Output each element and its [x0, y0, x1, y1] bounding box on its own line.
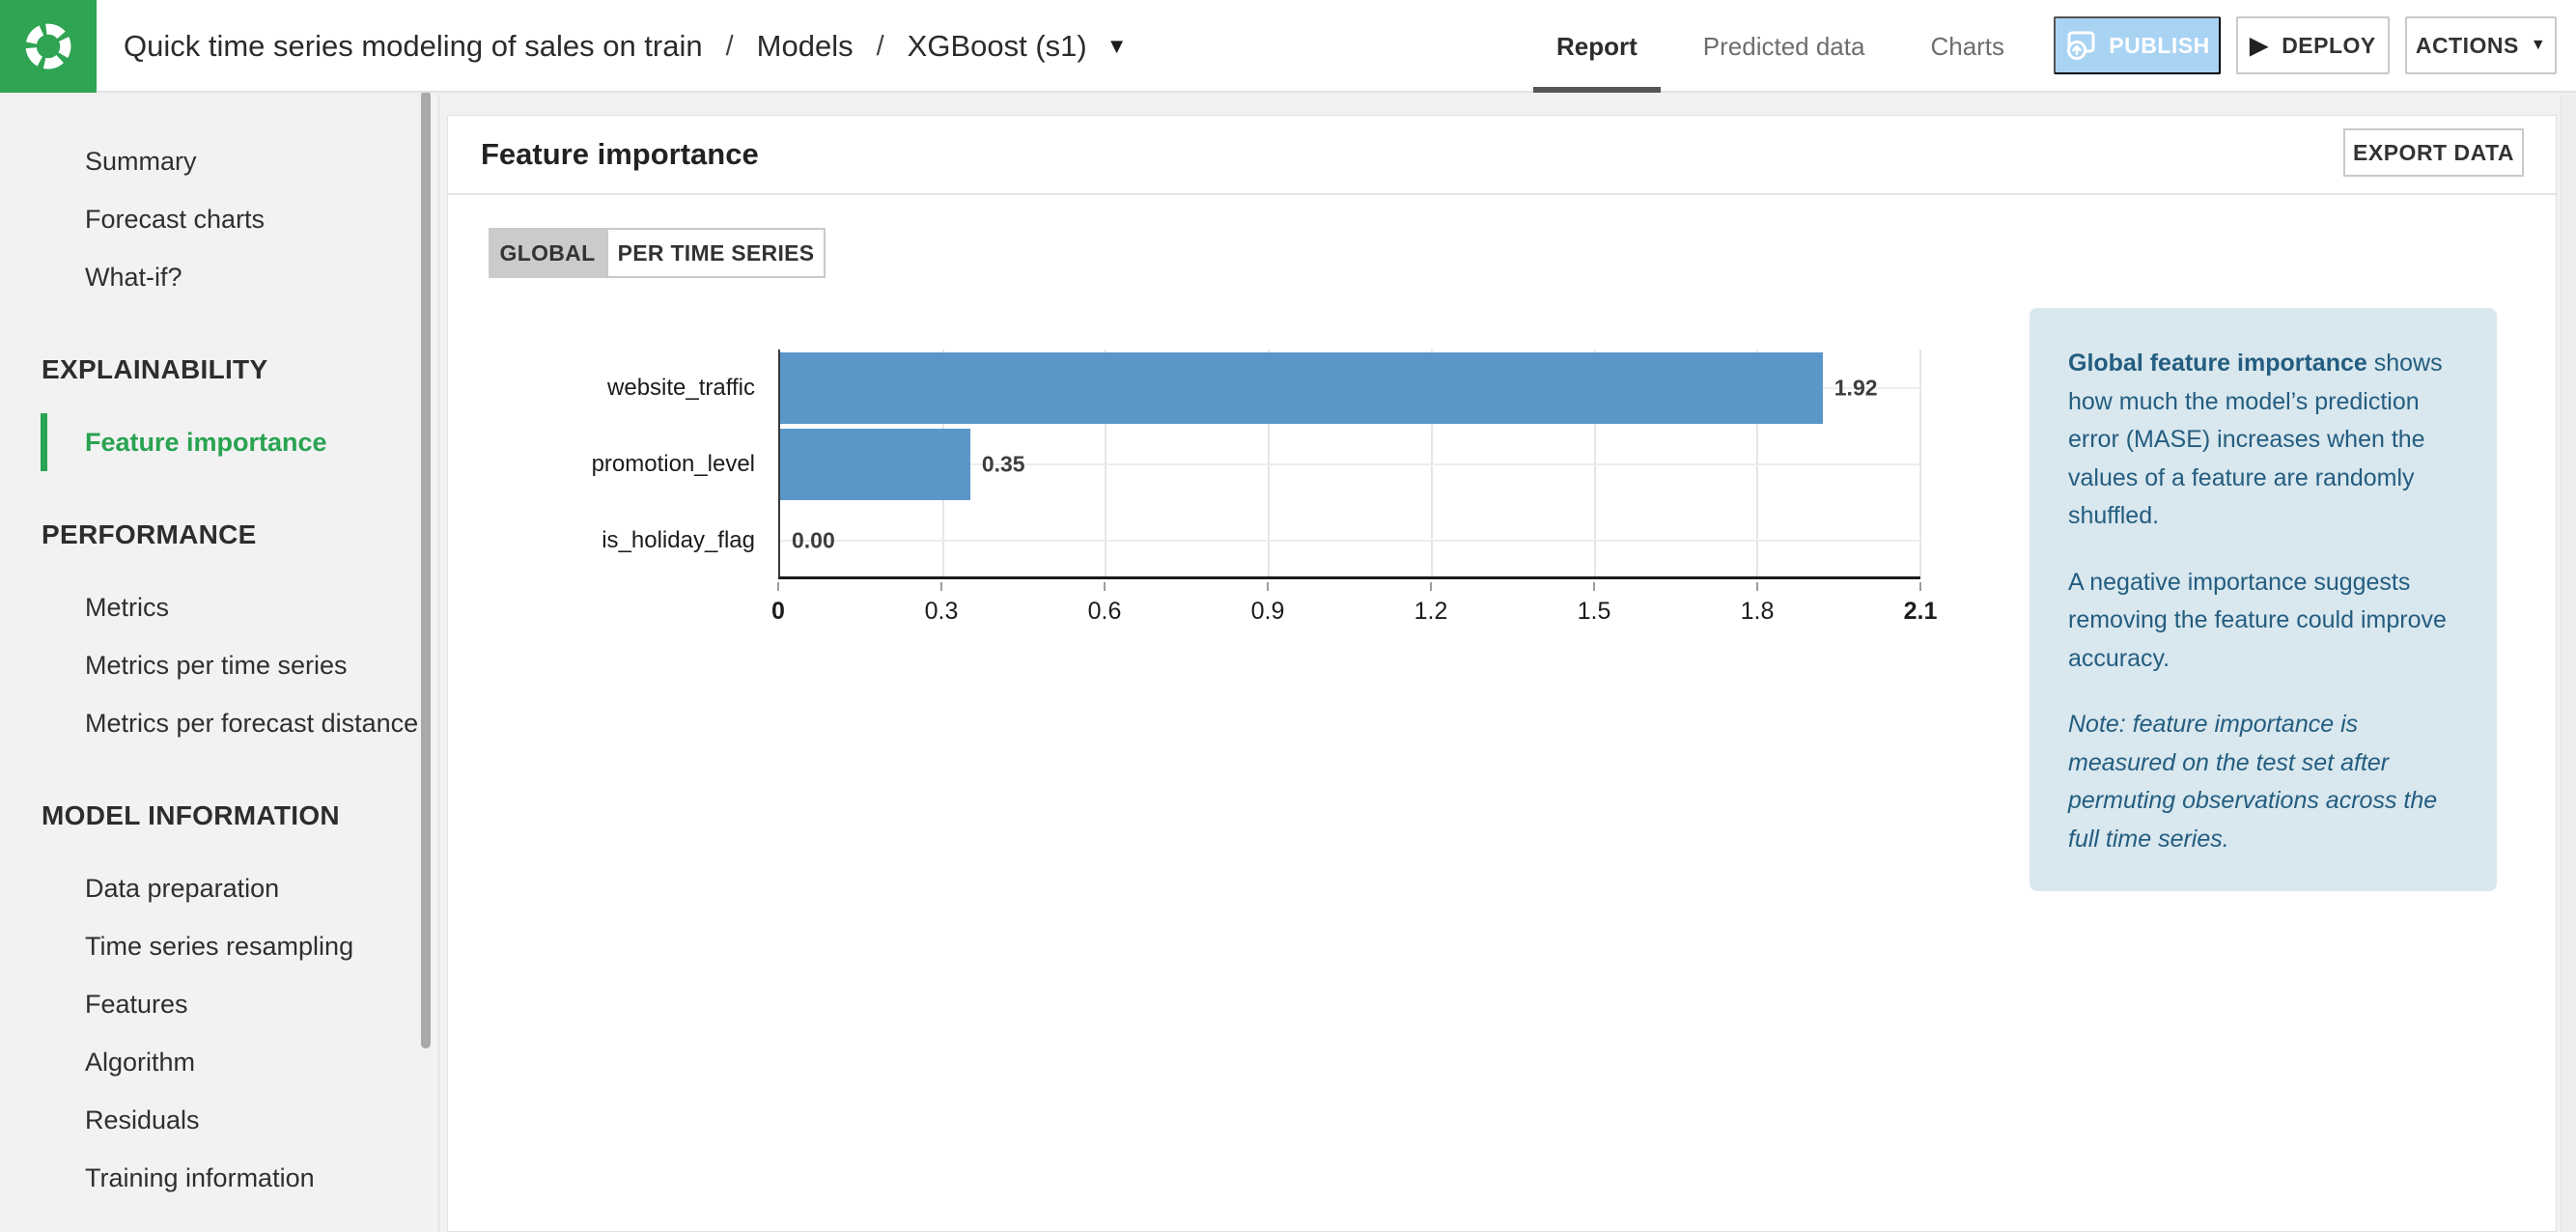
x-tick-mark — [1103, 582, 1106, 591]
sidebar-section-model-information: MODEL INFORMATION — [42, 800, 340, 830]
bar-value-promotion_level: 0.35 — [981, 451, 1025, 477]
x-tick-mark — [939, 582, 942, 591]
category-label-promotion_level: promotion_level — [591, 451, 755, 477]
sidebar-item-data-preparation[interactable]: Data preparation — [85, 874, 280, 903]
actions-button-label: ACTIONS — [2415, 32, 2519, 58]
sidebar-item-algorithm[interactable]: Algorithm — [85, 1048, 196, 1077]
gridline-vertical — [1430, 350, 1433, 576]
sidebar-scrollbar[interactable] — [421, 91, 431, 1049]
explanation-info-box: Global feature importance shows how much… — [2030, 308, 2497, 891]
deploy-button[interactable]: ▶ DEPLOY — [2236, 16, 2390, 74]
category-label-website_traffic: website_traffic — [607, 374, 755, 401]
toggle-global[interactable]: GLOBAL — [489, 228, 606, 278]
sidebar-section-explainability: EXPLAINABILITY — [42, 354, 268, 384]
gridline-vertical — [1919, 350, 1921, 576]
breadcrumb-model-name[interactable]: XGBoost (s1) — [907, 29, 1087, 63]
sidebar-item-time-series-resampling[interactable]: Time series resampling — [85, 932, 354, 961]
x-tick-label: 0.9 — [1250, 598, 1285, 625]
gridline-vertical — [1593, 350, 1596, 576]
x-tick-label: 1.8 — [1740, 598, 1775, 625]
sidebar-section-performance: PERFORMANCE — [42, 519, 257, 549]
sidebar-item-forecast-charts[interactable]: Forecast charts — [85, 205, 266, 234]
window-scrollbar-track[interactable] — [2561, 95, 2576, 1232]
publish-icon — [2067, 31, 2095, 60]
feature-importance-chart: 1.92 0.35 0.00 — [778, 350, 1921, 579]
bar-website_traffic — [780, 351, 1823, 424]
breadcrumb-separator: / — [725, 30, 734, 62]
x-tick-label: 1.5 — [1577, 598, 1611, 625]
info-bold-lead: Global feature importance — [2068, 350, 2367, 377]
tab-predicted-data[interactable]: Predicted data — [1702, 31, 1865, 61]
x-tick-label: 0.3 — [924, 598, 959, 625]
sidebar-item-residuals[interactable]: Residuals — [85, 1106, 200, 1134]
x-tick-mark — [1267, 582, 1269, 591]
x-tick-mark — [777, 582, 779, 591]
gridline-vertical — [1268, 350, 1271, 576]
sidebar-item-summary[interactable]: Summary — [85, 147, 197, 176]
breadcrumb-separator: / — [876, 30, 884, 62]
gridline-horizontal — [780, 463, 1920, 465]
model-switcher-chevron-down-icon[interactable]: ▼ — [1106, 34, 1128, 58]
gridline-vertical — [1756, 350, 1759, 576]
breadcrumb-project[interactable]: Quick time series modeling of sales on t… — [124, 29, 703, 63]
play-icon: ▶ — [2250, 32, 2269, 59]
tab-report[interactable]: Report — [1533, 0, 1661, 93]
deploy-button-label: DEPLOY — [2282, 32, 2376, 58]
x-tick-mark — [1429, 582, 1432, 591]
toggle-per-time-series[interactable]: PER TIME SERIES — [606, 228, 826, 278]
info-paragraph-1-rest: shows how much the model’s prediction er… — [2068, 350, 2443, 529]
header-tabs: Report Predicted data Charts — [1533, 0, 2070, 93]
chart-category-labels: website_traffic promotion_level is_holiday… — [448, 350, 767, 579]
logo-donut-icon — [25, 23, 71, 70]
sidebar-item-metrics-per-time-series[interactable]: Metrics per time series — [85, 651, 348, 680]
sidebar-item-features[interactable]: Features — [85, 990, 188, 1019]
sidebar-item-what-if[interactable]: What-if? — [85, 263, 182, 292]
publish-button-label: PUBLISH — [2109, 32, 2210, 58]
publish-button[interactable]: PUBLISH — [2054, 16, 2221, 74]
breadcrumb: Quick time series modeling of sales on t… — [124, 0, 1128, 93]
x-tick-label: 0.6 — [1087, 598, 1122, 625]
bar-value-is_holiday_flag: 0.00 — [792, 527, 835, 553]
report-sidebar-nav: Summary Forecast charts What-if? EXPLAIN… — [0, 95, 438, 1207]
report-sidebar: Summary Forecast charts What-if? EXPLAIN… — [0, 91, 439, 1232]
actions-button[interactable]: ACTIONS ▼ — [2405, 16, 2557, 74]
tab-charts[interactable]: Charts — [1930, 31, 2005, 61]
sidebar-item-feature-importance[interactable]: Feature importance — [0, 413, 438, 471]
info-paragraph-2: A negative importance suggests removing … — [2068, 568, 2447, 672]
header-action-buttons: PUBLISH ▶ DEPLOY ACTIONS ▼ — [2054, 16, 2557, 74]
page-title: Feature importance — [481, 137, 759, 171]
bar-value-website_traffic: 1.92 — [1834, 375, 1878, 401]
actions-chevron-down-icon: ▼ — [2530, 37, 2547, 53]
info-paragraph-1: Global feature importance shows how much… — [2068, 345, 2458, 536]
sidebar-item-training-information[interactable]: Training information — [85, 1163, 315, 1192]
gridline-vertical — [1105, 350, 1107, 576]
app-logo[interactable] — [0, 0, 97, 93]
export-data-button[interactable]: EXPORT DATA — [2343, 128, 2524, 177]
x-tick-mark — [1919, 582, 1921, 591]
bar-promotion_level — [780, 429, 970, 500]
scope-toggle-group: GLOBAL PER TIME SERIES — [489, 228, 826, 278]
x-tick-mark — [1593, 582, 1595, 591]
x-tick-label: 1.2 — [1414, 598, 1448, 625]
info-note: Note: feature importance is measured on … — [2068, 711, 2438, 853]
chart-x-axis: 0 0.3 0.6 0.9 1.2 1.5 1.8 2.1 — [771, 582, 1937, 640]
top-header: Quick time series modeling of sales on t… — [0, 0, 2576, 93]
x-tick-mark — [1756, 582, 1758, 591]
sidebar-item-metrics[interactable]: Metrics — [85, 593, 169, 622]
x-tick-label: 0 — [771, 598, 785, 625]
feature-importance-panel: Feature importance EXPORT DATA GLOBAL PE… — [447, 115, 2557, 1232]
breadcrumb-models[interactable]: Models — [756, 29, 854, 63]
gridline-horizontal — [780, 540, 1920, 543]
panel-header: Feature importance EXPORT DATA — [448, 116, 2556, 195]
x-tick-label: 2.1 — [1903, 598, 1938, 625]
sidebar-item-metrics-per-forecast-distance[interactable]: Metrics per forecast distance — [85, 709, 419, 738]
category-label-is_holiday_flag: is_holiday_flag — [602, 527, 755, 554]
